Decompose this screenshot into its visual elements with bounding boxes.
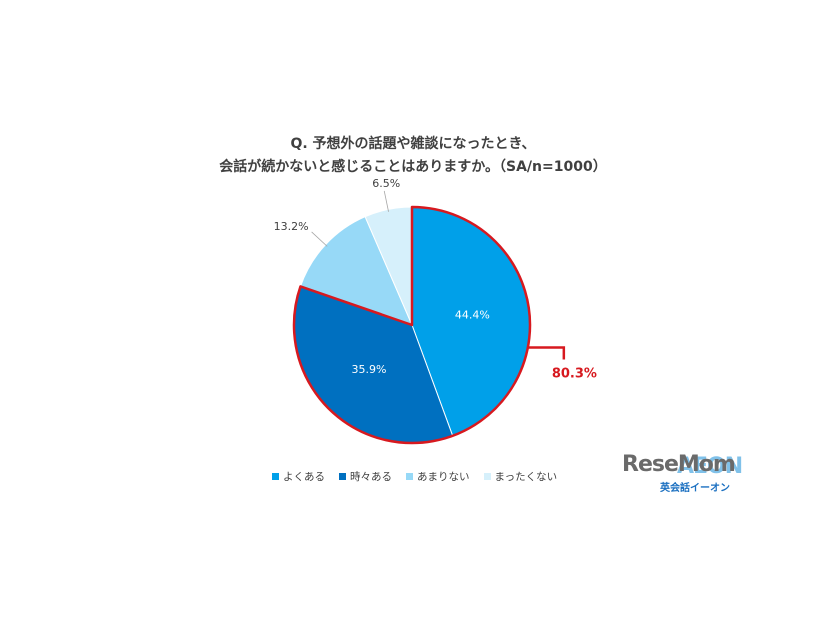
legend-item: 時々ある	[339, 469, 392, 484]
chart-title: Q. 予想外の話題や雑談になったとき、 会話が続かないと感じることはありますか。…	[0, 133, 826, 179]
data-label-1: 44.4%	[455, 308, 490, 321]
data-label-3: 13.2%	[274, 220, 309, 233]
logo-watermark: AEON	[677, 454, 743, 479]
logo-brand: ReseMom	[622, 452, 736, 477]
chart-title-line2: 会話が続かないと感じることはありますか。（SA/n=1000）	[219, 159, 607, 175]
legend: よくある 時々ある あまりない まったくない	[272, 469, 557, 484]
legend-item: よくある	[272, 469, 325, 484]
legend-label: 時々ある	[350, 471, 392, 483]
legend-label: まったくない	[494, 471, 558, 483]
legend-swatch	[272, 473, 279, 480]
chart-title-line1: Q. 予想外の話題や雑談になったとき、	[290, 136, 536, 152]
data-label-4: 6.5%	[372, 177, 400, 190]
legend-label: あまりない	[417, 471, 470, 483]
data-label-2: 35.9%	[352, 363, 387, 376]
highlight-border	[292, 205, 532, 445]
leader-line-4	[383, 190, 389, 212]
legend-swatch	[406, 473, 413, 480]
data-labels: 44.4% 35.9% 13.2% 6.5%	[274, 177, 490, 376]
logo-subtitle: 英会話イーオン	[660, 483, 730, 494]
leader-line-3	[311, 231, 328, 247]
highlight-total-label: 80.3%	[552, 367, 597, 382]
legend-item: まったくない	[483, 469, 558, 484]
legend-item: あまりない	[406, 469, 470, 484]
highlight-outline: 80.3%	[292, 205, 597, 445]
legend-swatch	[483, 473, 491, 480]
legend-label: よくある	[283, 471, 325, 483]
highlight-bracket	[527, 346, 566, 360]
legend-swatch	[339, 473, 346, 480]
logo: AEON ReseMom 英会話イーオン	[622, 452, 743, 494]
